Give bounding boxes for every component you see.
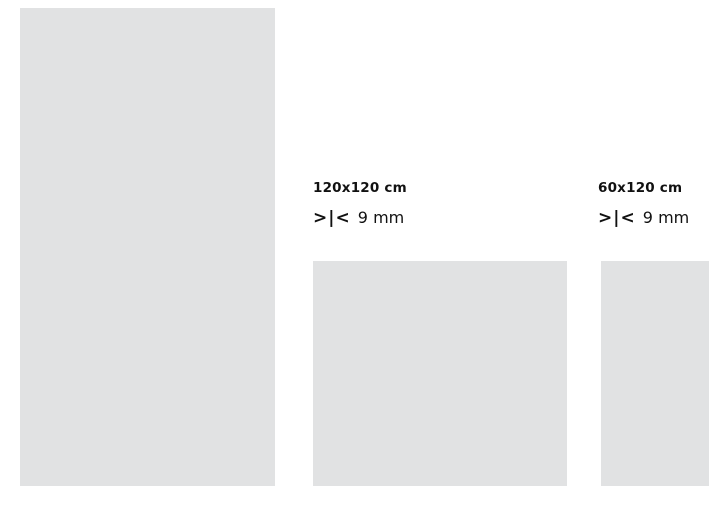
tile-caption-120x120: 120x120 cm >|< 9 mm [313,180,407,228]
joint-width-line: >|< 9 mm [313,208,407,228]
tile-size-label: 120x120 cm [313,180,407,196]
tile-preview-120x120 [313,261,567,486]
joint-width-value: 9 mm [357,208,405,227]
tile-preview-large [20,8,275,486]
joint-width-icon: >|< [313,208,351,228]
tile-caption-60x120: 60x120 cm >|< 9 mm [598,180,689,228]
joint-width-icon: >|< [598,208,636,228]
joint-width-value: 9 mm [642,208,690,227]
tile-preview-60x120 [601,261,709,486]
joint-width-line: >|< 9 mm [598,208,689,228]
tile-size-label: 60x120 cm [598,180,683,196]
